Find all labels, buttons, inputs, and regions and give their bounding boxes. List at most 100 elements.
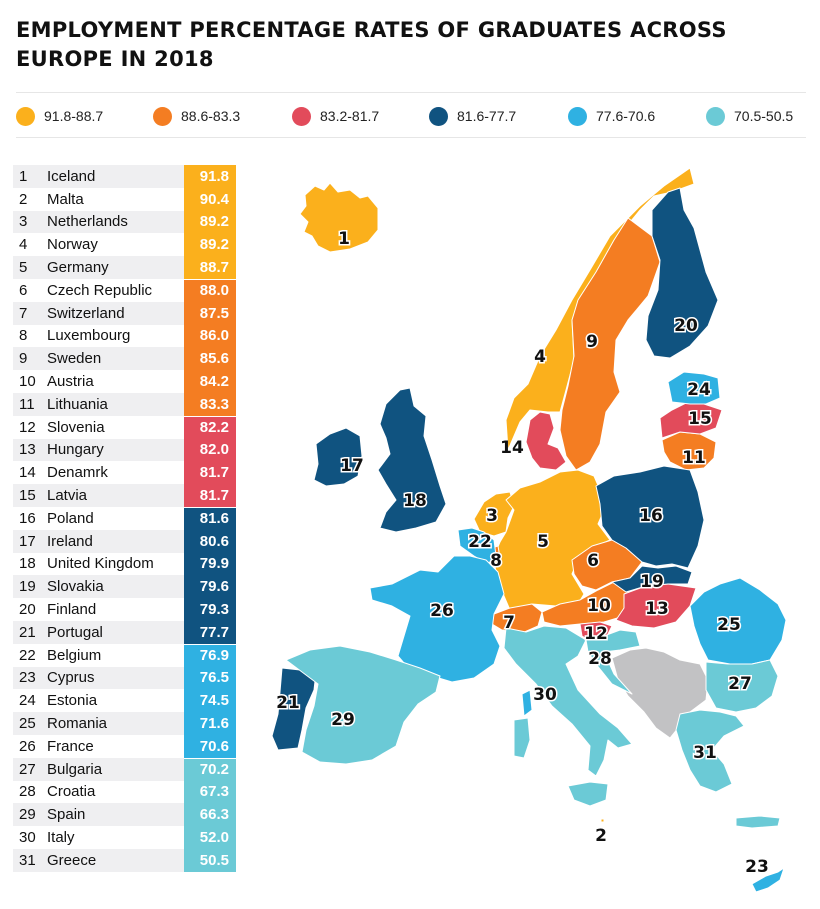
- country-shape-croatia: [585, 629, 641, 695]
- employment-rate-value: 77.7: [184, 620, 236, 644]
- table-row: 27 Bulgaria 70.2: [13, 757, 236, 781]
- table-row: 12 Slovenia 82.2: [13, 415, 236, 439]
- country-shape-corsica: [521, 689, 533, 717]
- legend-item-band-6: 70.5-50.5: [706, 103, 793, 129]
- country-name: Belgium: [47, 646, 102, 664]
- rank-number: 20: [19, 601, 36, 619]
- table-row: 13 Hungary 82.0: [13, 438, 236, 462]
- employment-rate-value: 79.6: [184, 575, 236, 599]
- country-name: Hungary: [47, 441, 104, 459]
- country-name: Italy: [47, 829, 75, 846]
- legend-swatch: [292, 106, 311, 126]
- map-label-27: 27: [728, 674, 752, 694]
- legend-label: 91.8-88.7: [44, 108, 104, 124]
- employment-rate-value: 70.6: [184, 734, 236, 758]
- rank-number: 24: [19, 692, 36, 710]
- table-row: 24 Estonia 74.5: [13, 689, 236, 713]
- map-label-26: 26: [430, 601, 454, 621]
- legend-swatch: [706, 106, 725, 126]
- rank-number: 22: [19, 646, 36, 664]
- map-label-16: 16: [639, 506, 663, 526]
- country-shape-finland: [645, 187, 719, 359]
- country-name: Lithuania: [47, 395, 108, 413]
- country-name: Cyprus: [47, 669, 95, 687]
- map-label-19: 19: [640, 572, 664, 592]
- employment-rate-value: 81.7: [184, 484, 236, 507]
- country-name: United Kingdom: [47, 555, 154, 573]
- table-row: 8 Luxembourg 86.0: [13, 324, 236, 348]
- employment-rate-value: 79.9: [184, 552, 236, 576]
- rank-number: 6: [19, 281, 28, 299]
- table-row: 1 Iceland 91.8: [13, 165, 236, 188]
- map-label-6: 6: [587, 551, 599, 571]
- europe-map: 1 2 3 4 5 6 7 8 9 10 11 12 13 14 15 16 17 18 19 20 21 22 23 24 2…: [236, 150, 820, 909]
- legend-label: 88.6-83.3: [181, 108, 241, 124]
- employment-rate-value: 67.3: [184, 780, 236, 804]
- table-row: 29 Spain 66.3: [13, 803, 236, 827]
- legend-label: 70.5-50.5: [734, 108, 794, 124]
- country-name: Norway: [47, 236, 98, 254]
- employment-rate-value: 76.5: [184, 666, 236, 690]
- map-label-4: 4: [534, 347, 546, 367]
- employment-rate-value: 80.6: [184, 529, 236, 553]
- country-shape-malta: [600, 818, 605, 823]
- rank-number: 27: [19, 760, 36, 778]
- table-row: 26 France 70.6: [13, 734, 236, 758]
- employment-rate-value: 89.2: [184, 210, 236, 234]
- employment-rate-value: 84.2: [184, 370, 236, 393]
- map-label-17: 17: [340, 456, 364, 476]
- country-name: Slovakia: [47, 578, 104, 596]
- rank-number: 28: [19, 783, 36, 801]
- legend-item-band-5: 77.6-70.6: [568, 103, 655, 129]
- country-name: Ireland: [47, 532, 93, 550]
- employment-rate-value: 52.0: [184, 826, 236, 849]
- country-name: Bulgaria: [47, 760, 103, 778]
- country-name: Portugal: [47, 623, 103, 641]
- rank-number: 15: [19, 487, 36, 505]
- map-label-3: 3: [486, 506, 498, 526]
- country-shape-greece: [675, 709, 745, 793]
- country-name: Malta: [47, 190, 84, 208]
- legend-label: 83.2-81.7: [320, 108, 380, 124]
- country-name: Finland: [47, 601, 97, 619]
- map-label-2: 2: [595, 826, 607, 846]
- table-row: 17 Ireland 80.6: [13, 529, 236, 553]
- map-label-1: 1: [338, 229, 350, 249]
- rank-number: 19: [19, 578, 36, 596]
- rank-number: 25: [19, 715, 36, 733]
- employment-rate-value: 81.7: [184, 461, 236, 485]
- employment-rate-value: 88.7: [184, 256, 236, 279]
- country-shape-poland: [595, 465, 705, 569]
- legend-swatch: [16, 106, 35, 126]
- rank-number: 21: [19, 623, 36, 641]
- ranking-table: 1 Iceland 91.8 2 Malta 90.4 3 Netherlands 89.2 4 N…: [13, 165, 236, 872]
- table-row: 2 Malta 90.4: [13, 187, 236, 211]
- rank-number: 31: [19, 851, 36, 869]
- map-label-23: 23: [745, 857, 769, 877]
- employment-rate-value: 74.5: [184, 689, 236, 713]
- rank-number: 4: [19, 236, 28, 254]
- table-row: 31 Greece 50.5: [13, 848, 236, 872]
- legend-swatch: [568, 106, 587, 126]
- employment-rate-value: 91.8: [184, 165, 236, 188]
- employment-rate-value: 89.2: [184, 233, 236, 257]
- rank-number: 14: [19, 464, 36, 482]
- map-label-9: 9: [586, 332, 598, 352]
- country-name: Austria: [47, 373, 94, 391]
- country-name: Switzerland: [47, 304, 125, 322]
- rank-number: 9: [19, 350, 28, 368]
- rank-number: 29: [19, 806, 36, 824]
- employment-rate-value: 82.2: [184, 415, 236, 439]
- map-label-11: 11: [682, 448, 706, 468]
- country-shape-iceland: [299, 182, 379, 253]
- employment-rate-value: 66.3: [184, 803, 236, 827]
- rank-number: 23: [19, 669, 36, 687]
- rank-number: 11: [19, 395, 35, 413]
- employment-rate-value: 82.0: [184, 438, 236, 462]
- country-shape-crete: [735, 815, 781, 829]
- country-name: Poland: [47, 509, 94, 527]
- rank-number: 3: [19, 213, 28, 231]
- country-name: Iceland: [47, 167, 96, 185]
- employment-rate-value: 83.3: [184, 392, 236, 416]
- map-label-28: 28: [588, 649, 612, 669]
